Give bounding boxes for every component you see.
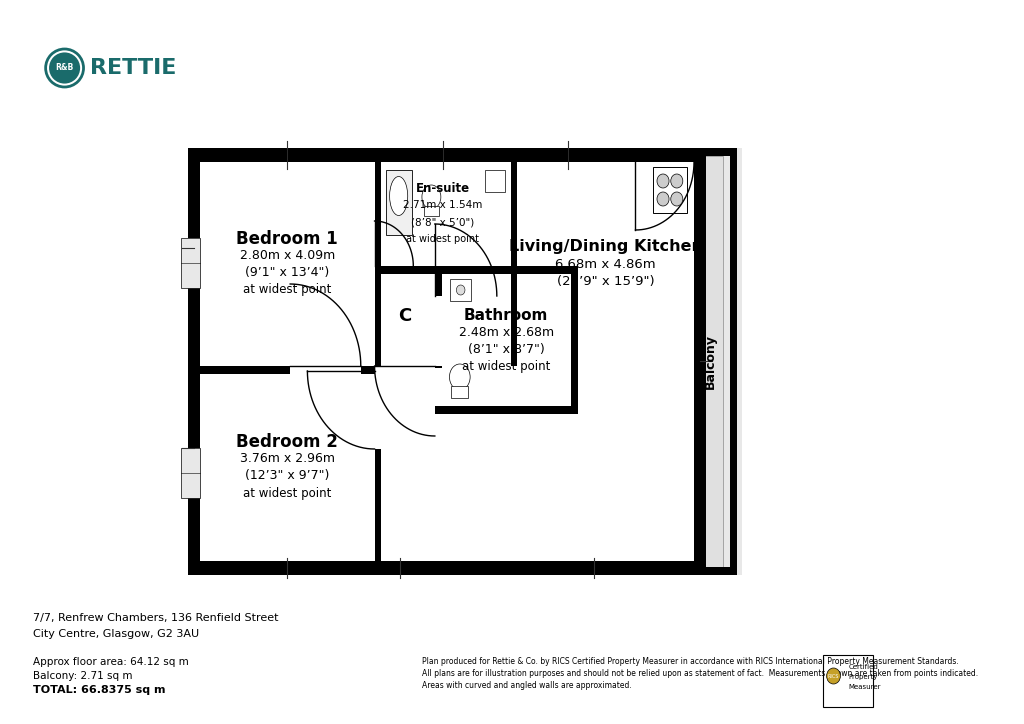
Bar (730, 148, 737, 575)
Text: Balcony: Balcony (703, 334, 717, 389)
Text: RICS: RICS (827, 673, 840, 678)
Text: at widest point: at widest point (462, 360, 551, 373)
Bar (694, 148, 742, 575)
Bar (694, 148, 730, 156)
Circle shape (657, 174, 669, 188)
Text: Measurer: Measurer (848, 684, 881, 690)
Text: at widest point: at widest point (407, 235, 479, 245)
Text: (9’1" x 13’4"): (9’1" x 13’4") (245, 266, 330, 279)
Bar (424, 206, 439, 216)
Bar (181, 238, 200, 288)
Bar (484, 170, 506, 192)
Text: (12’3" x 9’7"): (12’3" x 9’7") (245, 469, 330, 482)
Bar (452, 386, 468, 398)
Bar (441, 266, 578, 274)
Text: Living/Dining Kitchen: Living/Dining Kitchen (509, 240, 702, 255)
Text: (8’1" x 8’7"): (8’1" x 8’7") (468, 343, 545, 356)
Bar (435, 406, 578, 414)
Circle shape (657, 192, 669, 206)
Bar (187, 148, 707, 162)
Bar (694, 148, 707, 575)
Bar (435, 366, 441, 368)
Text: C: C (398, 307, 412, 325)
Text: 3.76m x 2.96m: 3.76m x 2.96m (240, 452, 335, 466)
Bar (694, 568, 730, 575)
Bar (386, 170, 412, 235)
Ellipse shape (389, 177, 408, 216)
Text: Bedroom 1: Bedroom 1 (237, 230, 338, 248)
Text: En-suite: En-suite (416, 182, 470, 195)
Text: 2.80m x 4.09m: 2.80m x 4.09m (240, 249, 335, 262)
Circle shape (457, 285, 465, 295)
Text: R&B: R&B (55, 64, 74, 72)
Bar (823, 655, 873, 707)
Text: City Centre, Glasgow, G2 3AU: City Centre, Glasgow, G2 3AU (33, 629, 199, 639)
Ellipse shape (49, 52, 80, 83)
Circle shape (826, 668, 841, 684)
Bar (697, 156, 723, 567)
Text: Approx floor area: 64.12 sq m: Approx floor area: 64.12 sq m (33, 657, 188, 667)
Bar (181, 448, 200, 498)
Text: (8’8" x 5’0"): (8’8" x 5’0") (411, 217, 474, 227)
Circle shape (671, 174, 683, 188)
Text: Bathroom: Bathroom (464, 308, 549, 323)
Bar (187, 148, 200, 575)
Text: TOTAL: 66.8375 sq m: TOTAL: 66.8375 sq m (33, 685, 165, 695)
Bar (181, 448, 200, 498)
Text: 2.48m x 2.68m: 2.48m x 2.68m (459, 326, 554, 339)
Bar (360, 366, 375, 374)
Text: 6.68m x 4.86m: 6.68m x 4.86m (555, 258, 656, 271)
Bar (375, 162, 382, 366)
Bar (571, 266, 578, 406)
Text: (21’9" x 15’9"): (21’9" x 15’9") (557, 274, 654, 287)
Text: at widest point: at widest point (243, 283, 332, 296)
Text: Property: Property (848, 674, 878, 680)
Circle shape (671, 192, 683, 206)
Bar (652, 167, 687, 213)
Text: 2.71m x 1.54m: 2.71m x 1.54m (402, 201, 482, 211)
Ellipse shape (422, 185, 441, 209)
Bar (435, 274, 441, 296)
Bar (187, 148, 707, 575)
Bar (375, 266, 517, 274)
Text: All plans are for illustration purposes and should not be relied upon as stateme: All plans are for illustration purposes … (422, 670, 978, 678)
Bar (451, 279, 471, 301)
Ellipse shape (450, 364, 470, 390)
Text: Certified: Certified (848, 664, 878, 670)
Text: 7/7, Renfrew Chambers, 136 Renfield Street: 7/7, Renfrew Chambers, 136 Renfield Stre… (33, 613, 279, 623)
Text: Plan produced for Rettie & Co. by RICS Certified Property Measurer in accordance: Plan produced for Rettie & Co. by RICS C… (422, 657, 958, 667)
Bar (511, 162, 517, 274)
Text: RETTIE: RETTIE (90, 58, 177, 78)
Bar (187, 561, 707, 575)
Bar (181, 238, 200, 288)
Text: Balcony: 2.71 sq m: Balcony: 2.71 sq m (33, 671, 132, 681)
Bar (375, 449, 382, 561)
Text: at widest point: at widest point (243, 487, 332, 500)
Text: Bedroom 2: Bedroom 2 (237, 433, 338, 451)
Text: Areas with curved and angled walls are approximated.: Areas with curved and angled walls are a… (422, 681, 632, 691)
Bar (424, 206, 439, 216)
Bar (200, 366, 290, 374)
Bar (511, 274, 517, 366)
